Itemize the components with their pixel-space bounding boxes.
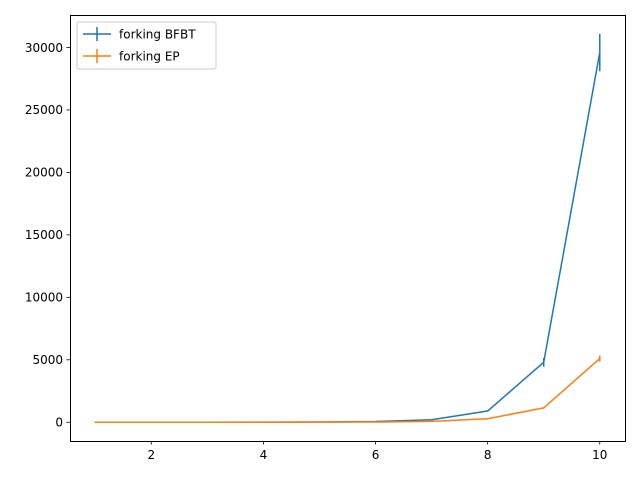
series-layer	[94, 33, 601, 423]
plot-frame	[70, 15, 626, 442]
legend-label: forking BFBT	[119, 27, 196, 41]
y-tick-label: 10000	[25, 291, 63, 305]
y-tick-label: 5000	[32, 353, 63, 367]
x-tick-label: 4	[260, 448, 268, 462]
legend-frame	[76, 21, 217, 70]
y-axis: 0 5000 10000 15000 20000 25000 30000	[25, 41, 70, 430]
legend-label: forking EP	[119, 49, 180, 63]
y-tick-label: 30000	[25, 41, 63, 55]
x-axis: 2 4 6 8 10	[147, 441, 607, 462]
legend: forking BFBT forking EP	[76, 21, 217, 70]
y-tick-label: 20000	[25, 166, 63, 180]
x-tick-label: 10	[592, 448, 607, 462]
x-tick-label: 6	[372, 448, 380, 462]
series-line-2	[95, 357, 601, 423]
y-tick-label: 0	[55, 416, 63, 430]
y-tick-label: 25000	[25, 103, 63, 117]
y-tick-label: 15000	[25, 228, 63, 242]
x-tick-label: 8	[484, 448, 492, 462]
x-tick-label: 2	[147, 448, 155, 462]
